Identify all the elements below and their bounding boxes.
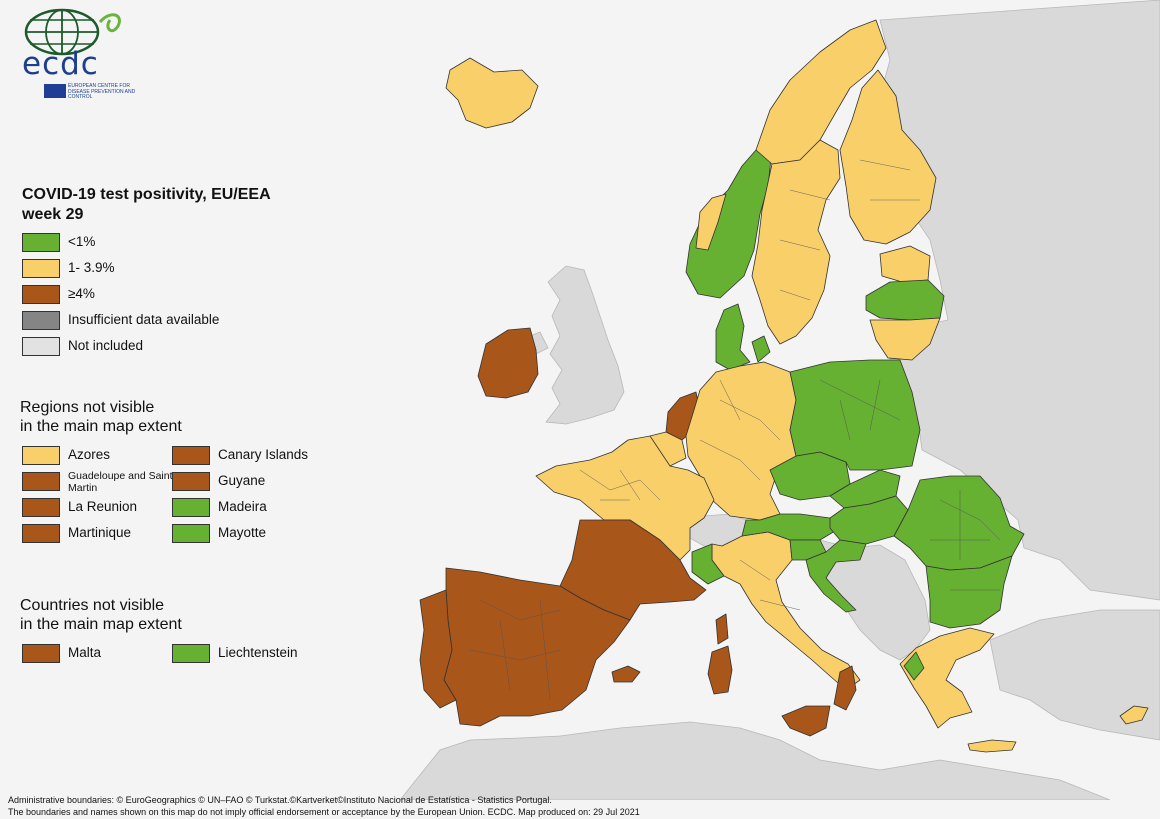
map-norway-west xyxy=(695,193,727,251)
legend-swatch xyxy=(22,285,60,304)
countries-section-title: Countries not visible in the main map ex… xyxy=(20,596,260,634)
legend-row: Martinique xyxy=(22,524,302,544)
legend-label: Guyane xyxy=(218,473,266,488)
map-sardinia xyxy=(707,645,733,695)
legend-label: La Reunion xyxy=(68,499,138,514)
legend-row: Madeira xyxy=(172,498,452,518)
legend-swatch xyxy=(172,498,210,517)
map-calabria xyxy=(833,665,857,711)
legend-label: 1- 3.9% xyxy=(68,260,115,275)
legend-row: Mayotte xyxy=(172,524,452,544)
legend-label: Mayotte xyxy=(218,525,267,540)
legend-swatch xyxy=(22,259,60,278)
globe-icon xyxy=(24,8,121,56)
legend-row: ≥4% xyxy=(22,285,302,305)
legend-label: Guadeloupe and Saint Martin xyxy=(68,470,173,494)
legend-label: Insufficient data available xyxy=(68,312,220,327)
logo-subtitle: EUROPEAN CENTRE FOR DISEASE PREVENTION A… xyxy=(68,83,136,100)
legend-row: Azores xyxy=(22,446,302,466)
map-denmark-islands xyxy=(751,335,771,363)
ecdc-logo xyxy=(22,8,142,103)
countries-title-line1: Countries not visible xyxy=(20,597,165,614)
legend-label: Canary Islands xyxy=(218,447,309,462)
legend-swatch xyxy=(172,644,210,663)
regions-title-line1: Regions not visible xyxy=(20,399,155,416)
map-romania xyxy=(893,475,1025,571)
legend-row: Canary Islands xyxy=(172,446,452,466)
map-balearic-islands xyxy=(611,665,641,683)
footer: Administrative boundaries: © EuroGeograp… xyxy=(8,794,640,818)
map-germany xyxy=(685,361,797,521)
logo-text: ecdc xyxy=(22,46,99,82)
legend-row: Not included xyxy=(22,337,302,357)
legend-label: Not included xyxy=(68,338,144,353)
map-denmark xyxy=(715,303,751,371)
legend-swatch xyxy=(22,498,60,517)
legend-row: Liechtenstein xyxy=(172,644,452,664)
map-cyprus xyxy=(1119,705,1149,725)
europe-map xyxy=(399,0,1160,800)
map-croatia xyxy=(805,539,867,613)
map-western-macedonia xyxy=(903,651,925,681)
legend-swatch xyxy=(22,644,60,663)
legend-label: Martinique xyxy=(68,525,132,540)
legend-title-line2: week 29 xyxy=(22,206,84,223)
legend-row: Malta xyxy=(22,644,302,664)
legend-label: ≥4% xyxy=(68,286,95,301)
legend-title-line1: COVID-19 test positivity, EU/EEA xyxy=(22,186,271,203)
legend-row: Insufficient data available xyxy=(22,311,302,331)
legend-row: <1% xyxy=(22,233,302,253)
footer-line2: The boundaries and names shown on this m… xyxy=(8,807,640,817)
legend-label: Azores xyxy=(68,447,111,462)
legend-swatch xyxy=(22,446,60,465)
eu-flag-icon xyxy=(44,84,66,98)
map-ireland xyxy=(477,327,539,399)
map-crete xyxy=(967,739,1017,753)
map-region-lines xyxy=(469,159,1001,701)
map-latvia xyxy=(865,279,945,321)
regions-title-line2: in the main map extent xyxy=(20,418,182,435)
legend-swatch xyxy=(22,233,60,252)
map-finland xyxy=(839,69,937,245)
legend-label: Liechtenstein xyxy=(218,645,298,660)
legend-swatch xyxy=(22,524,60,543)
countries-title-line2: in the main map extent xyxy=(20,616,182,633)
legend-title: COVID-19 test positivity, EU/EEA week 29 xyxy=(22,185,342,225)
footer-line1: Administrative boundaries: © EuroGeograp… xyxy=(8,795,552,805)
legend-swatch xyxy=(22,337,60,356)
regions-section-title: Regions not visible in the main map exte… xyxy=(20,398,260,436)
legend-row: La Reunion xyxy=(22,498,302,518)
map-context-africa xyxy=(399,721,1111,800)
map-sweden xyxy=(751,139,841,345)
map-context-turkey xyxy=(989,609,1160,741)
legend-label: Malta xyxy=(68,645,102,660)
legend-label: <1% xyxy=(68,234,96,249)
map-lithuania xyxy=(869,317,941,361)
legend-swatch xyxy=(172,472,210,491)
map-portugal xyxy=(419,589,457,709)
map-estonia xyxy=(879,245,931,283)
legend-swatch xyxy=(22,472,60,491)
map-corsica xyxy=(715,613,729,645)
legend-swatch xyxy=(22,311,60,330)
map-sicily xyxy=(781,705,831,737)
map-context-uk xyxy=(545,265,625,425)
map-valle-aosta xyxy=(691,543,725,585)
map-greece xyxy=(899,627,995,729)
map-iceland xyxy=(445,57,539,129)
legend-label: Madeira xyxy=(218,499,267,514)
legend-swatch xyxy=(172,524,210,543)
legend-swatch xyxy=(172,446,210,465)
legend-row: Guadeloupe and Saint Martin xyxy=(22,470,302,494)
legend-row: Guyane xyxy=(172,472,452,492)
map-poland xyxy=(789,359,921,471)
legend-row: 1- 3.9% xyxy=(22,259,302,279)
map-bulgaria xyxy=(925,555,1013,629)
